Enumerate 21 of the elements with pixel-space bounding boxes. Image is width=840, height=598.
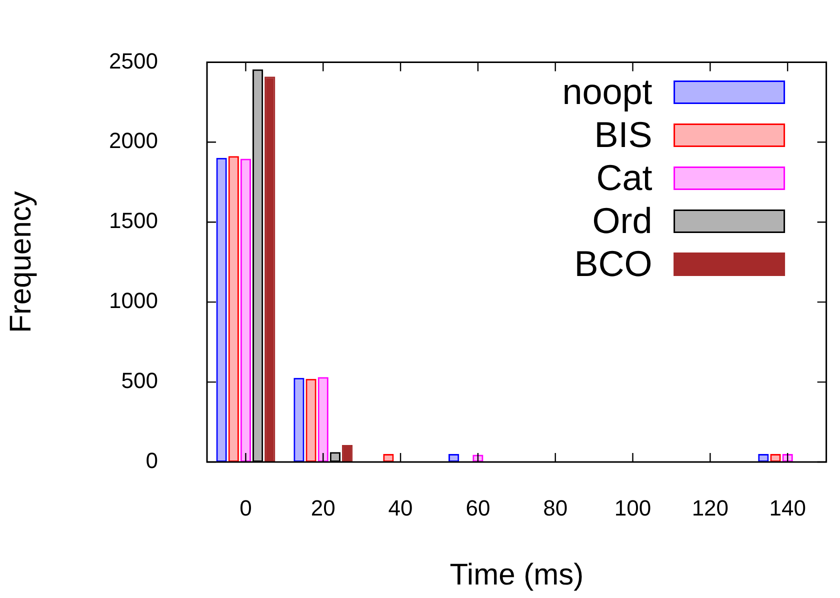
x-axis-title: Time (ms) xyxy=(450,558,584,592)
x-tick-label: 80 xyxy=(543,495,568,520)
y-tick-label: 2500 xyxy=(109,48,158,74)
x-tick-label: 140 xyxy=(769,495,806,520)
x-tick-label: 100 xyxy=(614,495,652,520)
legend-label: noopt xyxy=(562,71,652,112)
y-tick-label: 1000 xyxy=(109,288,158,314)
y-tick-label: 500 xyxy=(121,368,158,394)
x-tick-label: 40 xyxy=(388,495,413,520)
x-tick-label: 0 xyxy=(240,495,252,520)
x-tick-label: 120 xyxy=(692,495,729,520)
y-axis-title: Frequency xyxy=(4,191,38,333)
x-tick-label: 60 xyxy=(466,495,490,520)
y-tick-label: 1500 xyxy=(109,208,158,234)
legend-label: BIS xyxy=(594,114,652,156)
x-tick-label: 20 xyxy=(310,495,336,520)
y-tick-label: 0 xyxy=(146,448,158,474)
legend-label: Cat xyxy=(596,157,652,198)
legend-label: BCO xyxy=(574,243,652,284)
legend-label: Ord xyxy=(592,200,652,242)
y-tick-label: 2000 xyxy=(109,128,158,154)
